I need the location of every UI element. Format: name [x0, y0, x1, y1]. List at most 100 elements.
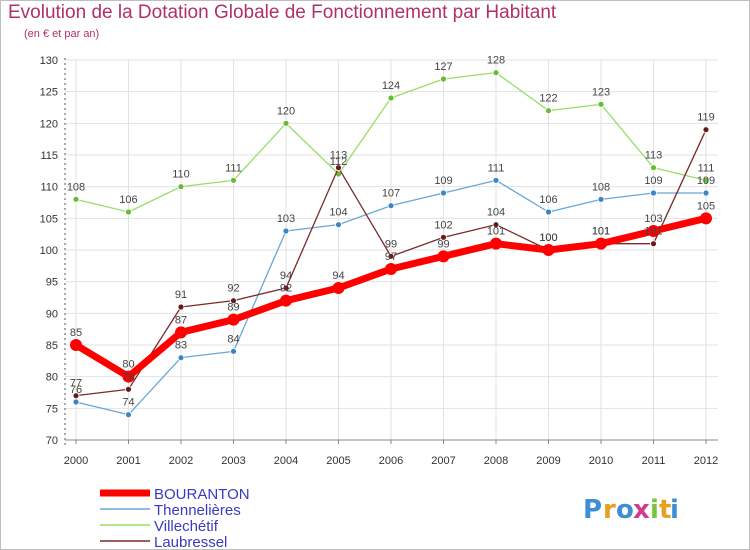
x-tick-label: 2009	[536, 455, 560, 467]
data-point	[70, 339, 82, 351]
data-label: 107	[382, 188, 400, 200]
x-tick-label: 2003	[221, 455, 245, 467]
legend-label: BOURANTON	[154, 486, 250, 503]
data-labels: 108 106 110 111 120 112 124 127 128 122 123 113 111 7…	[67, 55, 715, 409]
data-label: 113	[645, 150, 663, 162]
y-tick-label: 70	[46, 435, 58, 447]
data-label: 124	[382, 80, 400, 92]
chart-title: Evolution de la Dotation Globale de Fonc…	[8, 2, 557, 23]
data-label: 109	[697, 175, 715, 187]
y-tick-label: 115	[40, 150, 58, 162]
x-tick-label: 2007	[431, 455, 455, 467]
data-label: 99	[385, 238, 397, 250]
data-point	[122, 370, 135, 383]
data-label: 109	[434, 175, 452, 187]
data-label: 101	[644, 226, 662, 238]
data-point	[227, 313, 240, 326]
data-point	[125, 385, 132, 393]
data-point	[387, 202, 395, 210]
data-label: 102	[434, 219, 452, 231]
data-label: 111	[225, 162, 242, 174]
x-tick-label: 2008	[484, 455, 508, 467]
data-label: 110	[172, 169, 190, 181]
data-point	[125, 411, 132, 419]
data-label: 74	[122, 397, 134, 409]
data-point	[490, 237, 502, 250]
data-label: 103	[644, 213, 662, 225]
data-point	[125, 208, 132, 216]
data-point	[280, 294, 292, 307]
legend-label: Villechétif	[154, 518, 219, 535]
x-tick-label: 2006	[379, 455, 403, 467]
data-point	[542, 244, 555, 256]
logo-letter: o	[616, 495, 634, 525]
data-point	[175, 326, 187, 339]
x-tick-label: 2005	[326, 455, 350, 467]
data-label: 122	[539, 93, 557, 105]
data-point	[595, 237, 607, 250]
y-tick-label: 75	[46, 403, 58, 415]
data-label: 94	[332, 270, 344, 282]
data-point	[440, 75, 447, 83]
data-label: 87	[175, 314, 187, 326]
data-point	[177, 183, 185, 191]
x-tick-label: 2000	[64, 455, 88, 467]
data-point	[282, 284, 290, 292]
data-label: 106	[119, 194, 137, 206]
data-point	[387, 252, 395, 260]
data-point	[230, 176, 237, 184]
data-point	[492, 176, 500, 184]
data-label: 92	[227, 283, 239, 295]
x-tick-label: 2002	[169, 455, 193, 467]
data-point	[335, 164, 342, 172]
data-label: 94	[280, 270, 292, 282]
data-point	[230, 297, 237, 305]
legend-label: Laubressel	[154, 534, 227, 550]
data-label: 104	[329, 207, 347, 219]
data-label: 91	[175, 289, 187, 301]
data-point	[335, 221, 342, 229]
y-tick-label: 90	[46, 308, 58, 320]
data-label: 100	[539, 232, 557, 244]
y-tick-label: 110	[40, 182, 58, 194]
data-label: 77	[70, 378, 82, 390]
data-point	[437, 250, 450, 263]
data-point	[647, 225, 660, 237]
logo-letter: t	[659, 495, 671, 525]
data-point	[650, 240, 657, 248]
data-point	[440, 233, 447, 241]
legend-label: Thennelières	[154, 502, 241, 519]
data-label: 85	[70, 327, 82, 339]
data-point	[72, 392, 80, 400]
data-label: 92	[280, 283, 292, 295]
series-layer	[70, 69, 712, 419]
data-label: 105	[697, 200, 715, 212]
data-label: 84	[227, 333, 239, 345]
data-label: 97	[385, 251, 397, 263]
logo-letter: P	[583, 495, 602, 525]
data-point	[387, 94, 395, 102]
data-label: 89	[227, 302, 239, 314]
data-point	[440, 189, 447, 197]
data-point	[545, 107, 552, 115]
y-tick-label: 125	[40, 87, 58, 99]
x-tick-label: 2011	[642, 455, 666, 467]
data-point	[177, 354, 185, 362]
data-label: 119	[697, 112, 715, 124]
data-point	[332, 282, 345, 294]
data-label: 127	[434, 61, 452, 73]
y-tick-label: 105	[40, 213, 58, 225]
data-point	[702, 189, 710, 197]
y-tick-label: 130	[40, 55, 58, 67]
data-label: 111	[698, 162, 715, 174]
y-tick-label: 80	[46, 372, 58, 384]
chart-subtitle: (en € et par an)	[24, 28, 100, 40]
data-label: 101	[592, 226, 610, 238]
y-tick-label: 85	[46, 340, 58, 352]
x-tick-label: 2012	[694, 455, 718, 467]
data-point	[597, 195, 605, 203]
data-point	[282, 227, 290, 235]
data-point	[72, 398, 80, 406]
